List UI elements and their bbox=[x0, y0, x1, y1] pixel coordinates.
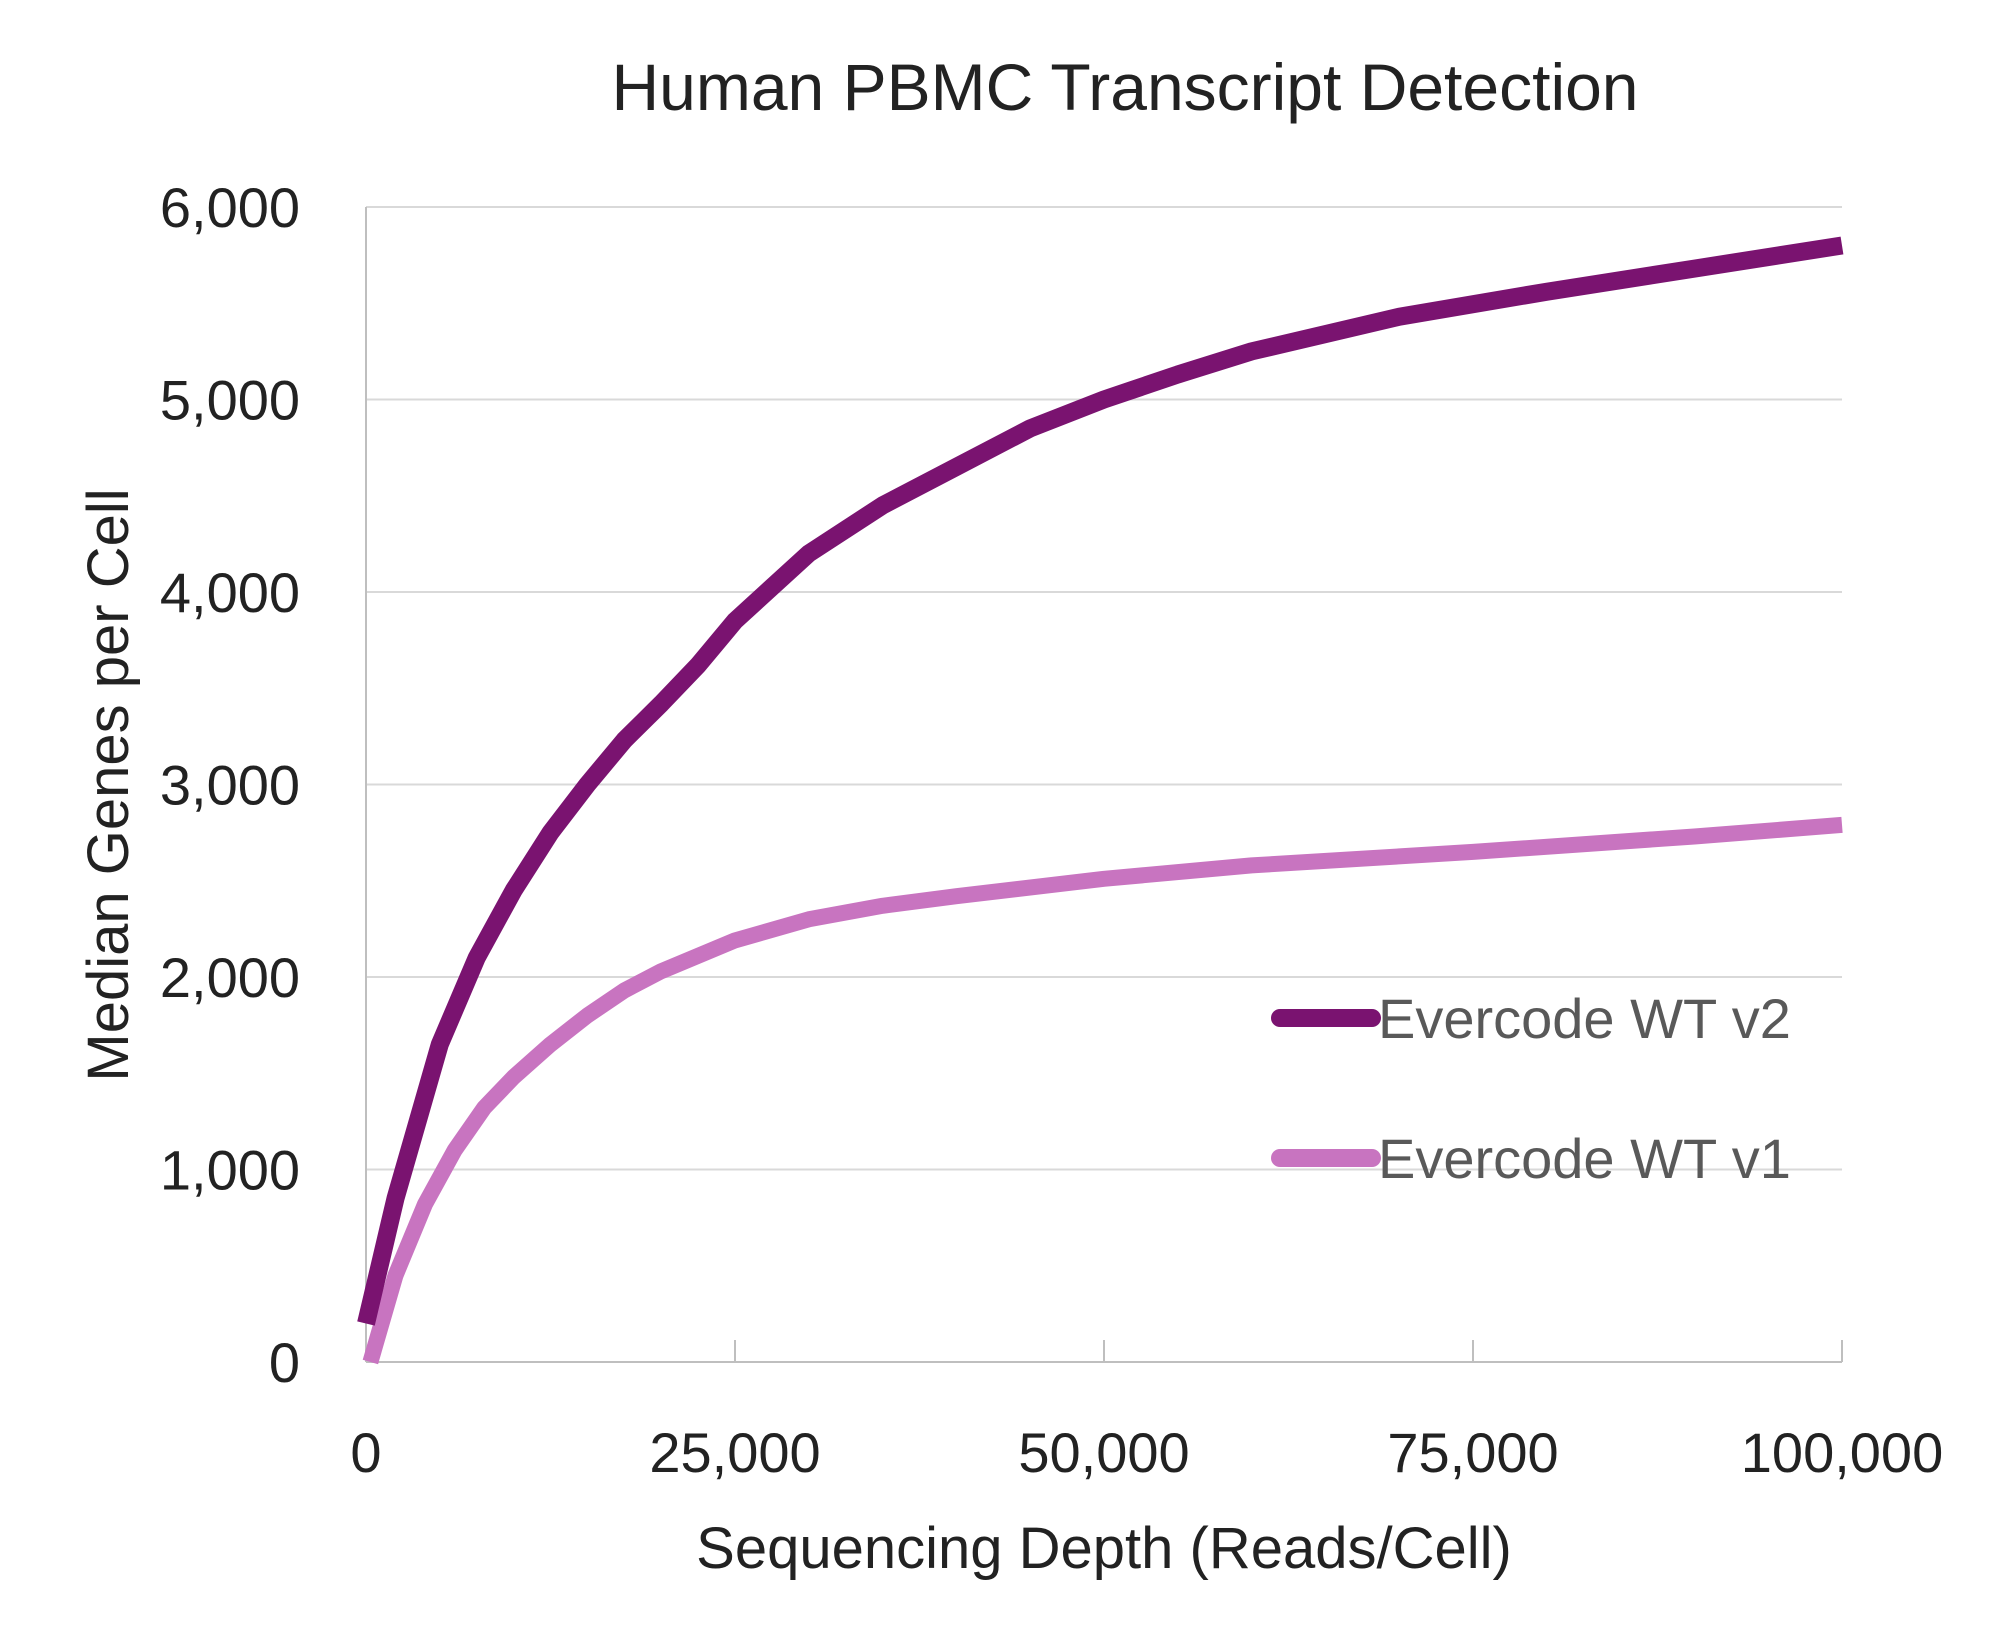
y-tick-label: 3,000 bbox=[160, 754, 300, 817]
x-tick-label: 75,000 bbox=[1387, 1421, 1558, 1484]
series-line-v1 bbox=[362, 816, 1843, 1365]
x-tick-label: 100,000 bbox=[1741, 1421, 1943, 1484]
x-tick-label: 50,000 bbox=[1018, 1421, 1189, 1484]
chart-title: Human PBMC Transcript Detection bbox=[611, 50, 1638, 124]
x-tick-label: 0 bbox=[350, 1421, 381, 1484]
y-tick-label: 2,000 bbox=[160, 946, 300, 1009]
y-tick-label: 1,000 bbox=[160, 1139, 300, 1202]
y-tick-label: 4,000 bbox=[160, 561, 300, 624]
y-tick-label: 5,000 bbox=[160, 369, 300, 432]
y-tick-label: 6,000 bbox=[160, 176, 300, 239]
y-tick-label: 0 bbox=[269, 1331, 300, 1394]
legend-label: Evercode WT v2 bbox=[1378, 987, 1791, 1050]
legend-label: Evercode WT v1 bbox=[1378, 1127, 1791, 1190]
x-axis-label: Sequencing Depth (Reads/Cell) bbox=[696, 1516, 1512, 1581]
series-line-v2 bbox=[357, 236, 1844, 1326]
y-axis-label: Median Genes per Cell bbox=[76, 488, 141, 1081]
x-tick-label: 25,000 bbox=[649, 1421, 820, 1484]
